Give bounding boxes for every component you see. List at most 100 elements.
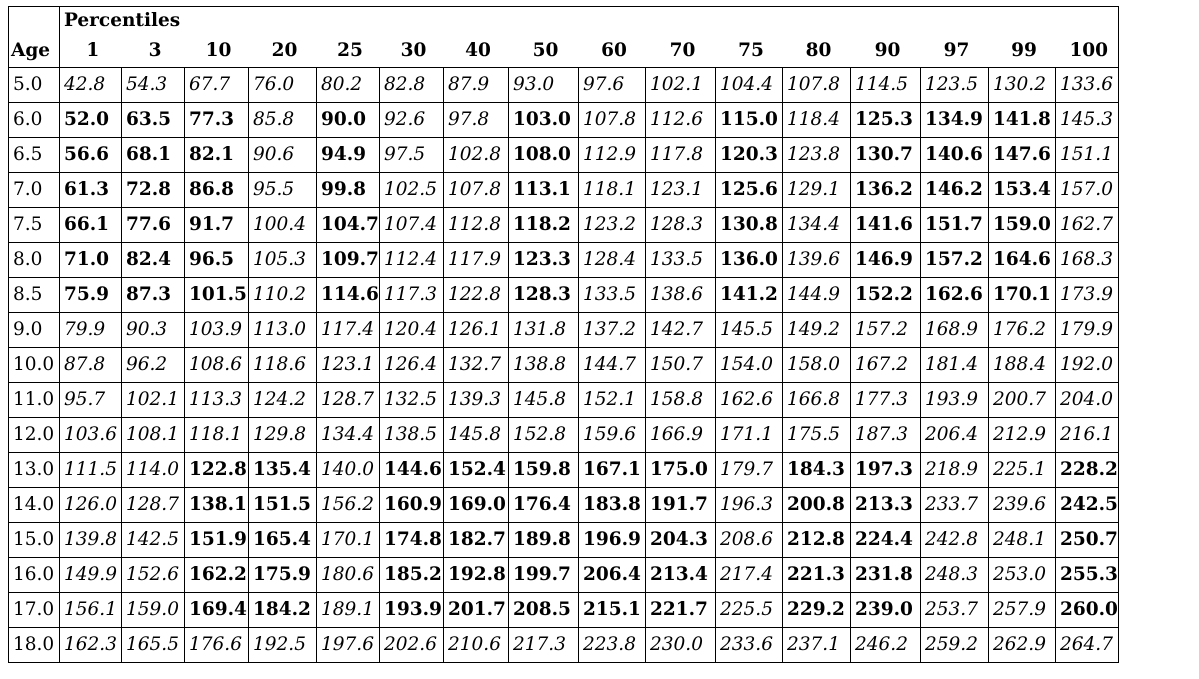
value-cell: 80.2: [316, 67, 380, 103]
value-cell: 117.3: [379, 277, 444, 313]
value-cell: 95.7: [59, 382, 122, 418]
value-cell: 192.0: [1055, 347, 1119, 383]
value-cell: 77.3: [184, 102, 249, 138]
value-cell: 128.3: [645, 207, 716, 243]
value-cell: 117.8: [645, 137, 716, 173]
value-cell: 248.1: [988, 522, 1056, 558]
value-cell: 56.6: [59, 137, 122, 173]
value-cell: 174.8: [379, 522, 444, 558]
table-header: Percentiles Age 1 3 10 20 25 30 40 50 60 70 75 80 90…: [8, 6, 1119, 68]
value-cell: 122.8: [443, 277, 509, 313]
value-cell: 239.0: [850, 592, 921, 628]
value-cell: 248.3: [920, 557, 989, 593]
value-cell: 228.2: [1055, 452, 1119, 488]
table-row: 16.0 149.9 152.6 162.2 175.9 180.6 185.2 192.8 1…: [8, 557, 1119, 593]
value-cell: 154.0: [715, 347, 783, 383]
value-cell: 193.9: [920, 382, 989, 418]
value-cell: 176.6: [184, 627, 249, 663]
value-cell: 151.1: [1055, 137, 1119, 173]
value-cell: 118.1: [578, 172, 646, 208]
value-cell: 201.7: [443, 592, 509, 628]
value-cell: 223.8: [578, 627, 646, 663]
percentile-column-header: 50: [508, 35, 579, 68]
table-row: 15.0 139.8 142.5 151.9 165.4 170.1 174.8 182.7 1…: [8, 522, 1119, 558]
value-cell: 126.0: [59, 487, 122, 523]
value-cell: 124.2: [248, 382, 317, 418]
value-cell: 250.7: [1055, 522, 1119, 558]
value-cell: 104.4: [715, 67, 783, 103]
value-cell: 151.9: [184, 522, 249, 558]
percentile-column-header: 30: [379, 35, 444, 68]
value-cell: 185.2: [379, 557, 444, 593]
value-cell: 157.2: [920, 242, 989, 278]
value-cell: 182.7: [443, 522, 509, 558]
value-cell: 237.1: [782, 627, 851, 663]
value-cell: 159.0: [988, 207, 1056, 243]
value-cell: 150.7: [645, 347, 716, 383]
value-cell: 101.5: [184, 277, 249, 313]
percentile-column-header: 3: [121, 35, 185, 68]
value-cell: 133.5: [645, 242, 716, 278]
value-cell: 108.6: [184, 347, 249, 383]
value-cell: 123.2: [578, 207, 646, 243]
table-row: 18.0 162.3 165.5 176.6 192.5 197.6 202.6 210.6 2…: [8, 627, 1119, 663]
value-cell: 125.6: [715, 172, 783, 208]
value-cell: 147.6: [988, 137, 1056, 173]
value-cell: 96.5: [184, 242, 249, 278]
age-cell: 8.0: [8, 242, 60, 278]
value-cell: 109.7: [316, 242, 380, 278]
value-cell: 192.5: [248, 627, 317, 663]
value-cell: 164.6: [988, 242, 1056, 278]
value-cell: 95.5: [248, 172, 317, 208]
value-cell: 183.8: [578, 487, 646, 523]
value-cell: 107.8: [578, 102, 646, 138]
age-cell: 15.0: [8, 522, 60, 558]
value-cell: 197.6: [316, 627, 380, 663]
value-cell: 112.8: [443, 207, 509, 243]
value-cell: 159.8: [508, 452, 579, 488]
value-cell: 181.4: [920, 347, 989, 383]
value-cell: 72.8: [121, 172, 185, 208]
age-cell: 17.0: [8, 592, 60, 628]
value-cell: 136.2: [850, 172, 921, 208]
value-cell: 114.6: [316, 277, 380, 313]
value-cell: 146.2: [920, 172, 989, 208]
value-cell: 123.5: [920, 67, 989, 103]
value-cell: 134.4: [782, 207, 851, 243]
value-cell: 87.8: [59, 347, 122, 383]
value-cell: 128.7: [121, 487, 185, 523]
value-cell: 94.9: [316, 137, 380, 173]
value-cell: 140.0: [316, 452, 380, 488]
value-cell: 67.7: [184, 67, 249, 103]
value-cell: 75.9: [59, 277, 122, 313]
value-cell: 128.4: [578, 242, 646, 278]
value-cell: 90.0: [316, 102, 380, 138]
value-cell: 149.2: [782, 312, 851, 348]
value-cell: 142.7: [645, 312, 716, 348]
value-cell: 200.8: [782, 487, 851, 523]
value-cell: 213.4: [645, 557, 716, 593]
value-cell: 131.8: [508, 312, 579, 348]
value-cell: 114.0: [121, 452, 185, 488]
value-cell: 196.9: [578, 522, 646, 558]
value-cell: 142.5: [121, 522, 185, 558]
table-row: 14.0 126.0 128.7 138.1 151.5 156.2 160.9 169.0 1…: [8, 487, 1119, 523]
value-cell: 42.8: [59, 67, 122, 103]
value-cell: 141.6: [850, 207, 921, 243]
value-cell: 231.8: [850, 557, 921, 593]
value-cell: 76.0: [248, 67, 317, 103]
value-cell: 113.0: [248, 312, 317, 348]
value-cell: 137.2: [578, 312, 646, 348]
value-cell: 213.3: [850, 487, 921, 523]
value-cell: 108.1: [121, 417, 185, 453]
value-cell: 77.6: [121, 207, 185, 243]
value-cell: 61.3: [59, 172, 122, 208]
percentile-column-header: 99: [988, 35, 1056, 68]
value-cell: 208.6: [715, 522, 783, 558]
value-cell: 165.4: [248, 522, 317, 558]
value-cell: 162.2: [184, 557, 249, 593]
value-cell: 176.2: [988, 312, 1056, 348]
value-cell: 138.8: [508, 347, 579, 383]
value-cell: 108.0: [508, 137, 579, 173]
percentile-column-header: 25: [316, 35, 380, 68]
